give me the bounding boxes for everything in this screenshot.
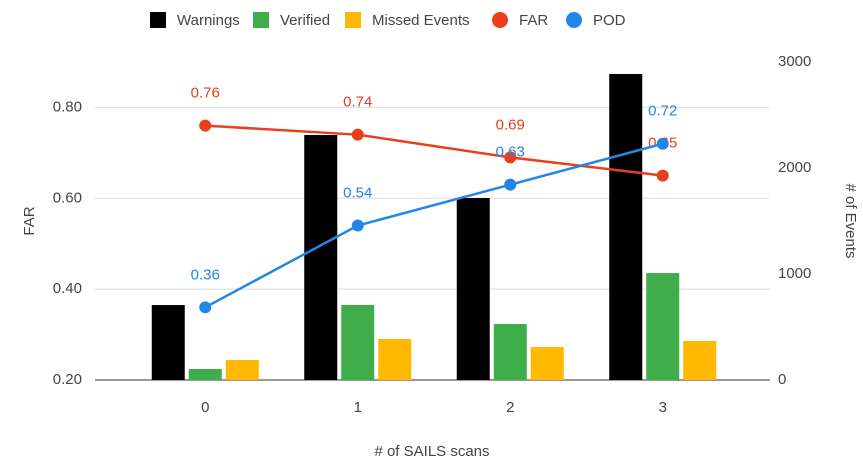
x-tick-label: 1: [354, 399, 362, 416]
data-label: 0.36: [191, 266, 220, 283]
legend-swatch: [150, 12, 166, 28]
bar: [225, 359, 259, 380]
point: [656, 169, 669, 182]
y2-axis-label: # of Events: [842, 183, 859, 258]
data-label: 0.74: [343, 94, 372, 111]
bar: [493, 324, 527, 380]
x-tick-label: 3: [659, 399, 667, 416]
data-label: 0.76: [191, 85, 220, 102]
legend-label: FAR: [519, 12, 548, 29]
y2-tick-label: 0: [778, 371, 786, 388]
bar: [530, 347, 564, 380]
legend-label: Missed Events: [372, 12, 470, 29]
bar: [378, 338, 412, 380]
legend-label: Verified: [280, 12, 330, 29]
data-label: 0.63: [496, 144, 525, 161]
legend-swatch: [345, 12, 361, 28]
legend-label: POD: [593, 12, 626, 29]
x-tick-label: 2: [506, 399, 514, 416]
legend-swatch: [566, 12, 582, 28]
y2-tick-label: 1000: [778, 265, 811, 282]
bar: [341, 304, 375, 380]
y2-tick-label: 3000: [778, 53, 811, 70]
point: [504, 178, 517, 191]
data-label: 0.72: [648, 103, 677, 120]
point: [351, 219, 364, 232]
bar: [646, 273, 680, 380]
y-tick-label: 0.40: [53, 280, 82, 297]
line: [204, 142, 664, 309]
data-label: 0.69: [496, 116, 525, 133]
point: [351, 128, 364, 141]
point: [504, 151, 517, 164]
x-tick-label: 0: [201, 399, 209, 416]
y-tick-label: 0.80: [53, 98, 82, 115]
legend-swatch: [492, 12, 508, 28]
line: [205, 124, 663, 177]
y-tick-label: 0.60: [53, 189, 82, 206]
bar: [304, 135, 338, 380]
legend-swatch: [253, 12, 269, 28]
bar: [456, 197, 490, 380]
legend-label: Warnings: [177, 12, 240, 29]
point: [199, 119, 212, 132]
bar: [609, 73, 643, 380]
bar: [151, 305, 185, 380]
y-axis-label: FAR: [21, 206, 38, 235]
x-axis-label: # of SAILS scans: [374, 443, 489, 460]
point: [199, 301, 212, 314]
bar: [683, 340, 717, 380]
point: [656, 137, 669, 150]
bar: [188, 368, 222, 380]
y-tick-label: 0.20: [53, 371, 82, 388]
y2-tick-label: 2000: [778, 159, 811, 176]
data-label: 0.54: [343, 185, 372, 202]
